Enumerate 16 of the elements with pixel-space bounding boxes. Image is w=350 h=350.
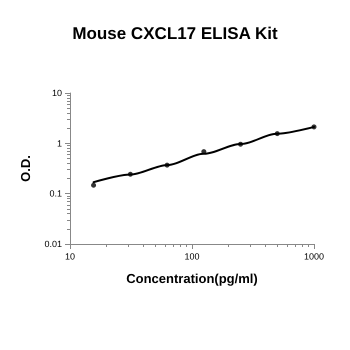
- point: [128, 172, 133, 177]
- chart-title: Mouse CXCL17 ELISA Kit: [72, 24, 278, 43]
- point: [91, 182, 96, 188]
- point: [238, 142, 244, 147]
- point: [312, 124, 316, 130]
- x-tick-label: 10: [64, 252, 76, 262]
- x-tick-label: 100: [184, 252, 200, 262]
- y-tick-label: 10: [52, 88, 62, 98]
- y-tick-label: 0.01: [44, 239, 62, 249]
- y-tick-label: 0.1: [49, 188, 62, 199]
- x-axis-title: Concentration(pg/ml): [126, 271, 258, 286]
- point: [164, 162, 170, 168]
- y-tick-label: 1: [56, 138, 62, 148]
- point: [274, 131, 280, 136]
- x-tick-label: 1000: [304, 252, 324, 262]
- y-axis-title: O.D.: [18, 155, 33, 182]
